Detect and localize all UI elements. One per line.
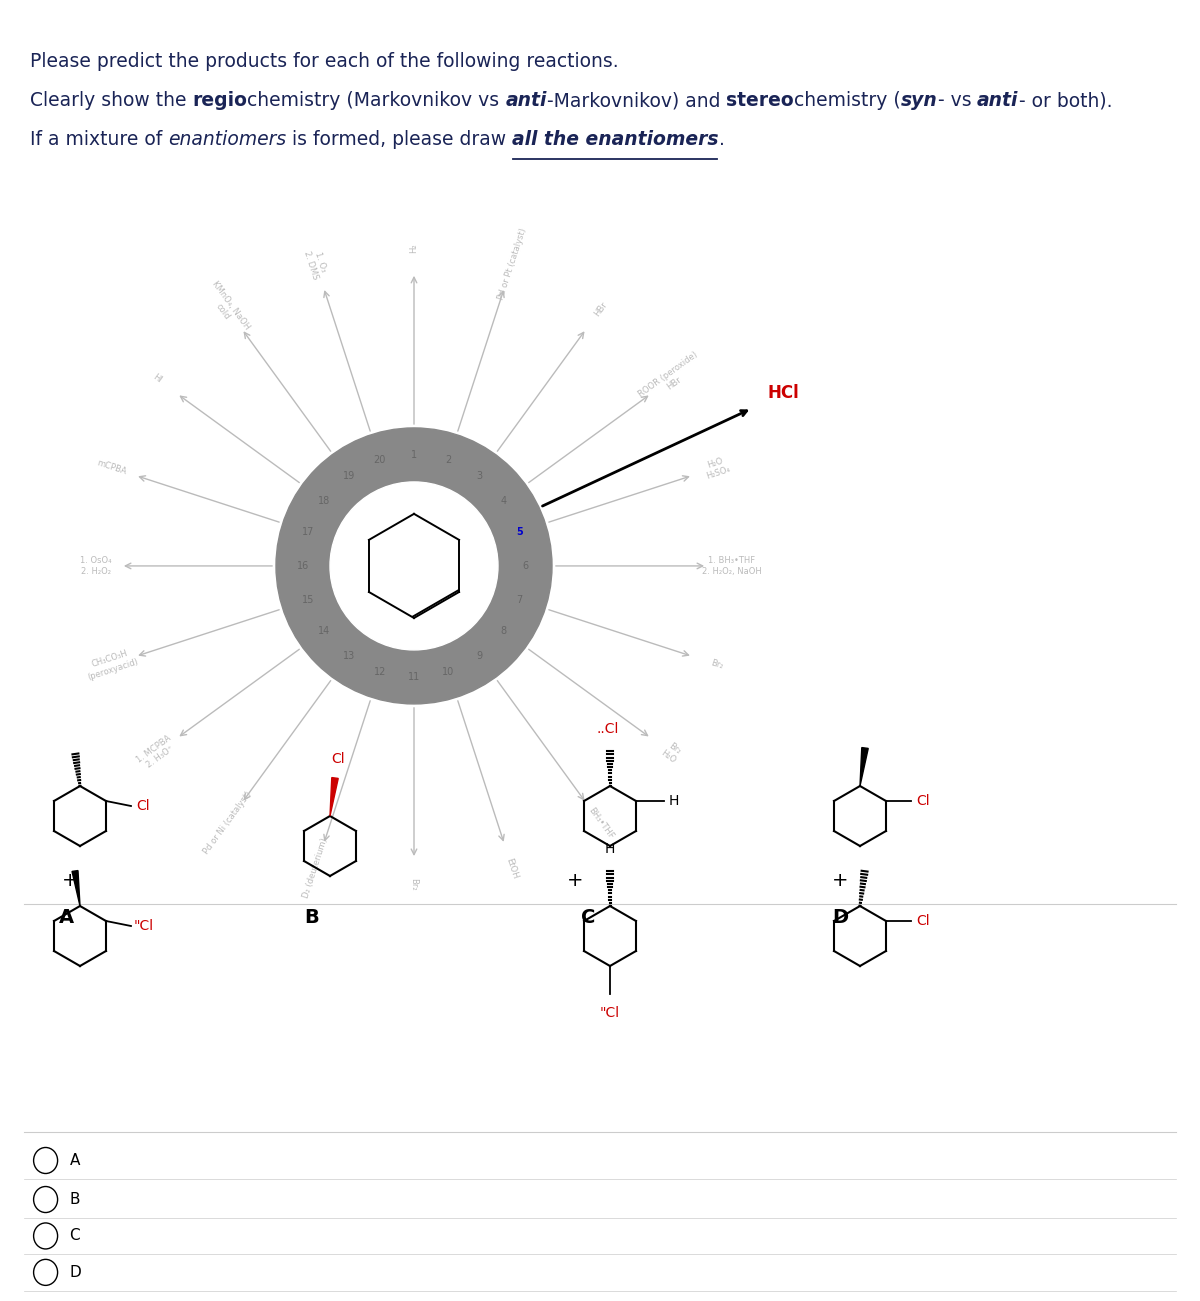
Text: +: + <box>61 872 78 890</box>
Text: 3: 3 <box>476 471 482 481</box>
Text: D: D <box>70 1265 82 1280</box>
Text: 6: 6 <box>522 561 528 571</box>
Text: 16: 16 <box>296 561 310 571</box>
Text: 10: 10 <box>442 666 455 677</box>
Text: D₂ (deuterium): D₂ (deuterium) <box>301 837 330 899</box>
Text: KMnO₄, NaOH
cold: KMnO₄, NaOH cold <box>202 280 252 338</box>
Text: Cl: Cl <box>916 794 930 808</box>
Text: chemistry (Markovnikov vs: chemistry (Markovnikov vs <box>247 91 505 111</box>
Text: enantiomers: enantiomers <box>168 130 287 150</box>
Text: 1. OsO₄
2. H₂O₂: 1. OsO₄ 2. H₂O₂ <box>80 557 112 575</box>
Text: +: + <box>832 872 848 890</box>
Text: regio: regio <box>192 91 247 111</box>
Text: 2: 2 <box>445 455 451 466</box>
Polygon shape <box>330 778 338 816</box>
Text: 7: 7 <box>516 596 523 605</box>
Text: 14: 14 <box>318 626 330 636</box>
Text: 9: 9 <box>476 650 482 661</box>
Text: "Cl: "Cl <box>134 919 154 933</box>
Text: 15: 15 <box>302 596 314 605</box>
Text: ..Cl: ..Cl <box>596 722 619 736</box>
Text: 17: 17 <box>302 527 314 536</box>
Text: HBr: HBr <box>593 299 610 317</box>
Text: +: + <box>566 872 583 890</box>
Text: Br₂: Br₂ <box>709 658 724 670</box>
Text: HCl: HCl <box>767 384 799 402</box>
Text: A: A <box>70 1153 80 1168</box>
Text: - or both).: - or both). <box>1019 91 1112 111</box>
Text: 8: 8 <box>500 626 506 636</box>
Circle shape <box>330 481 498 650</box>
Text: stereo: stereo <box>726 91 794 111</box>
Circle shape <box>276 428 552 704</box>
Text: anti: anti <box>505 91 547 111</box>
Text: B: B <box>305 908 319 926</box>
Text: 20: 20 <box>373 455 386 466</box>
Polygon shape <box>72 870 80 905</box>
Text: Clearly show the: Clearly show the <box>30 91 192 111</box>
Text: C: C <box>70 1228 80 1244</box>
Text: H₂O
H₂SO₄: H₂O H₂SO₄ <box>702 454 731 481</box>
Text: H: H <box>668 794 679 808</box>
Text: 12: 12 <box>373 666 386 677</box>
Text: syn: syn <box>901 91 937 111</box>
Text: D: D <box>832 908 848 926</box>
Text: ROOR (peroxide)
HBr: ROOR (peroxide) HBr <box>637 350 706 407</box>
Text: mCPBA: mCPBA <box>96 459 127 476</box>
Text: Cl: Cl <box>331 752 344 766</box>
Text: anti: anti <box>977 91 1019 111</box>
Text: "Cl: "Cl <box>600 1006 620 1020</box>
Text: H: H <box>605 842 616 856</box>
Text: 1. MCPBA
2. H₃O⁺: 1. MCPBA 2. H₃O⁺ <box>134 734 179 773</box>
Text: Pd or Ni (catalyst): Pd or Ni (catalyst) <box>202 790 253 856</box>
Text: C: C <box>581 908 595 926</box>
Polygon shape <box>860 748 869 786</box>
Text: Br₂
H₂O: Br₂ H₂O <box>659 740 684 765</box>
Text: 4: 4 <box>500 496 506 506</box>
Text: 18: 18 <box>318 496 330 506</box>
Text: 1. BH₃•THF
2. H₂O₂, NaOH: 1. BH₃•THF 2. H₂O₂, NaOH <box>702 557 762 575</box>
Text: Pd or Pt (catalyst): Pd or Pt (catalyst) <box>497 226 528 301</box>
Text: BH₃•THF: BH₃•THF <box>587 805 616 840</box>
Text: -Markovnikov) and: -Markovnikov) and <box>547 91 726 111</box>
Text: If a mixture of: If a mixture of <box>30 130 168 150</box>
Text: 11: 11 <box>408 671 420 682</box>
Text: 1. O₃
2. DMS: 1. O₃ 2. DMS <box>302 246 330 281</box>
Text: - vs: - vs <box>937 91 977 111</box>
Text: is formed, please draw: is formed, please draw <box>287 130 512 150</box>
Text: A: A <box>59 908 73 926</box>
Text: EtOH: EtOH <box>505 857 520 879</box>
Text: Br₂: Br₂ <box>409 878 419 890</box>
Text: 5: 5 <box>516 527 523 536</box>
Text: Cl: Cl <box>916 915 930 928</box>
Text: Cl: Cl <box>136 799 150 813</box>
Text: H₂: H₂ <box>409 243 419 252</box>
Text: HI: HI <box>150 373 163 385</box>
Text: Please predict the products for each of the following reactions.: Please predict the products for each of … <box>30 52 619 72</box>
Text: chemistry (: chemistry ( <box>794 91 901 111</box>
Text: all the enantiomers: all the enantiomers <box>512 130 719 150</box>
Text: 19: 19 <box>343 471 355 481</box>
Text: CH₃CO₃H
(peroxyacid): CH₃CO₃H (peroxyacid) <box>84 647 139 682</box>
Text: B: B <box>70 1192 80 1207</box>
Text: .: . <box>719 130 725 150</box>
Text: 1: 1 <box>410 450 418 461</box>
Text: 13: 13 <box>343 650 355 661</box>
